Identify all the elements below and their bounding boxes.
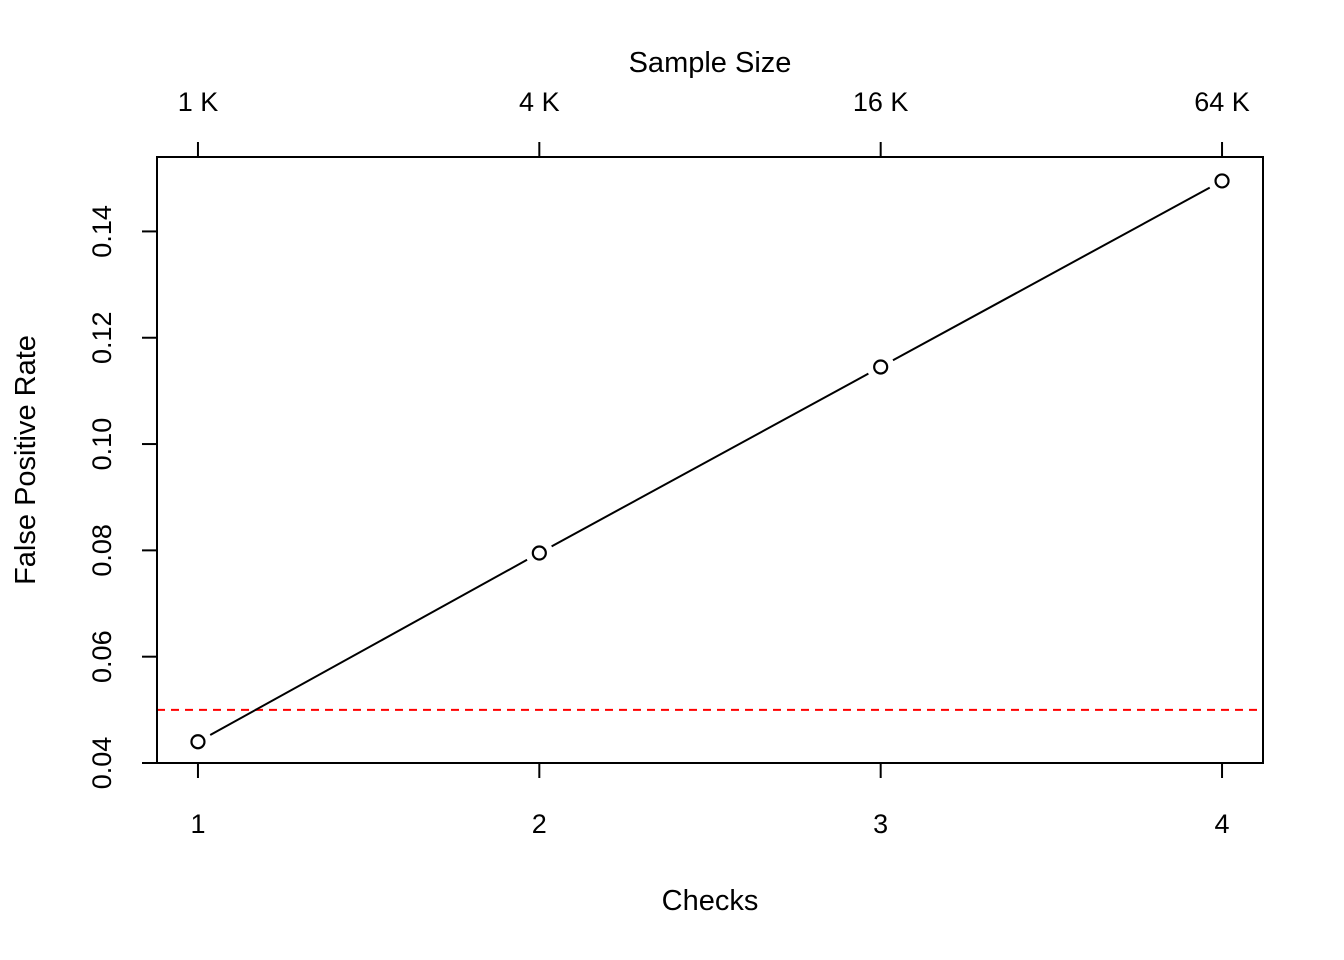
data-point <box>190 734 206 750</box>
x-axis-top: 1 K 4 K 16 K 64 K <box>178 87 1250 157</box>
series-layer <box>190 173 1230 750</box>
x-tick-label: 3 <box>873 809 888 839</box>
data-point <box>873 359 889 375</box>
y-tick-label: 0.10 <box>87 418 117 471</box>
y-tick-label: 0.12 <box>87 311 117 364</box>
x-axis-title: Checks <box>662 885 759 917</box>
series-line-segment <box>209 558 528 736</box>
y-axis-left: 0.04 0.06 0.08 0.10 0.12 0.14 <box>87 205 158 790</box>
x-tick-label: 1 <box>190 809 205 839</box>
data-point <box>1214 173 1230 189</box>
series-line-segment <box>551 372 869 548</box>
series-line-segment <box>892 186 1211 362</box>
data-point <box>531 545 547 561</box>
y-tick-label: 0.14 <box>87 205 117 258</box>
x2-tick-label: 1 K <box>178 87 219 117</box>
y-axis-title: False Positive Rate <box>10 335 42 585</box>
y-tick-label: 0.04 <box>87 737 117 790</box>
x2-axis-title: Sample Size <box>629 47 792 79</box>
x-tick-label: 2 <box>532 809 547 839</box>
x-tick-label: 4 <box>1215 809 1230 839</box>
x-axis-bottom: 1 2 3 4 <box>190 763 1230 839</box>
y-tick-label: 0.06 <box>87 630 117 683</box>
x2-tick-label: 16 K <box>853 87 909 117</box>
y-tick-label: 0.08 <box>87 524 117 577</box>
x2-tick-label: 4 K <box>519 87 560 117</box>
x2-tick-label: 64 K <box>1194 87 1250 117</box>
